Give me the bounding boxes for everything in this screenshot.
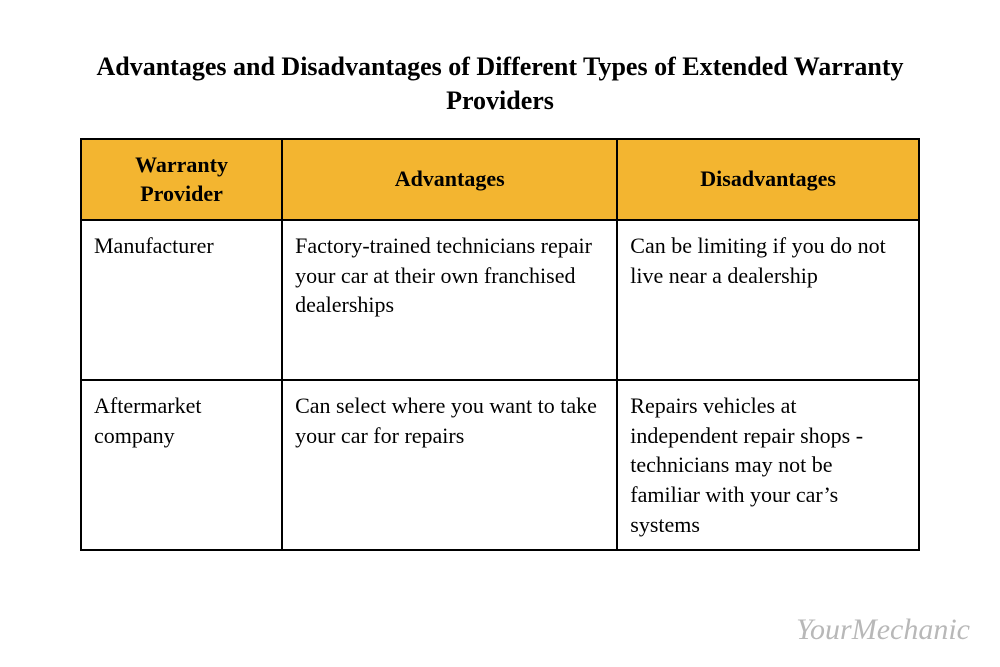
cell-provider: Aftermarket company — [81, 380, 282, 550]
col-header-advantages: Advantages — [282, 139, 617, 220]
warranty-table: Warranty Provider Advantages Disadvantag… — [80, 138, 920, 552]
cell-provider: Manufacturer — [81, 220, 282, 380]
col-header-disadvantages: Disadvantages — [617, 139, 919, 220]
cell-advantages: Factory-trained technicians repair your … — [282, 220, 617, 380]
table-header-row: Warranty Provider Advantages Disadvantag… — [81, 139, 919, 220]
content-container: Advantages and Disadvantages of Differen… — [0, 0, 1000, 551]
table-row: Aftermarket company Can select where you… — [81, 380, 919, 550]
cell-advantages: Can select where you want to take your c… — [282, 380, 617, 550]
table-row: Manufacturer Factory-trained technicians… — [81, 220, 919, 380]
cell-disadvantages: Can be limiting if you do not live near … — [617, 220, 919, 380]
col-header-provider: Warranty Provider — [81, 139, 282, 220]
page-title: Advantages and Disadvantages of Differen… — [80, 50, 920, 118]
cell-disadvantages: Repairs vehicles at independent repair s… — [617, 380, 919, 550]
watermark-logo: YourMechanic — [796, 613, 970, 647]
